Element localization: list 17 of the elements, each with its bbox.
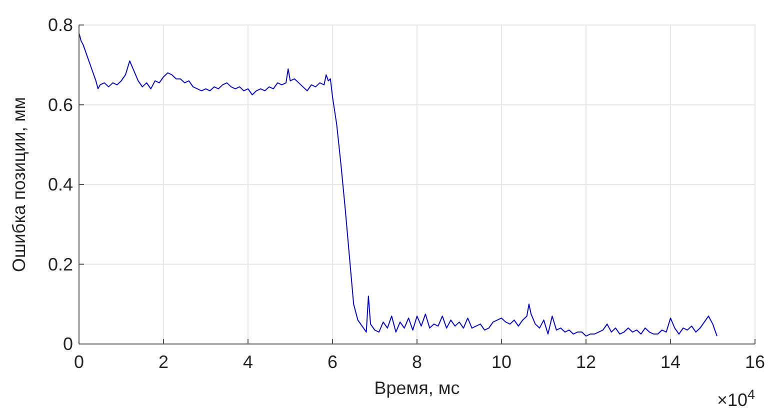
- y-tick-label: 0: [62, 334, 73, 354]
- x-tick-label: 2: [158, 352, 169, 372]
- x-tick-label: 10: [491, 352, 512, 372]
- x-tick-label: 6: [327, 352, 338, 372]
- x-tick-label: 12: [576, 352, 596, 372]
- x-tick-label: 4: [242, 352, 254, 372]
- y-axis-title: Ошибка позиции, мм: [9, 96, 29, 272]
- line-series: [78, 32, 718, 337]
- x-axis-title: Время, мс: [374, 378, 460, 398]
- y-tick-label: 0.4: [48, 174, 73, 194]
- y-tick-label: 0.2: [48, 254, 73, 274]
- x-tick-label: 8: [412, 352, 422, 372]
- y-tick-label: 0.8: [48, 15, 73, 35]
- y-tick-label: 0.6: [48, 94, 73, 115]
- x-tick-label: 16: [744, 352, 766, 372]
- text: ×10$^{4}$: [716, 386, 756, 410]
- x-tick-label: 14: [660, 352, 681, 372]
